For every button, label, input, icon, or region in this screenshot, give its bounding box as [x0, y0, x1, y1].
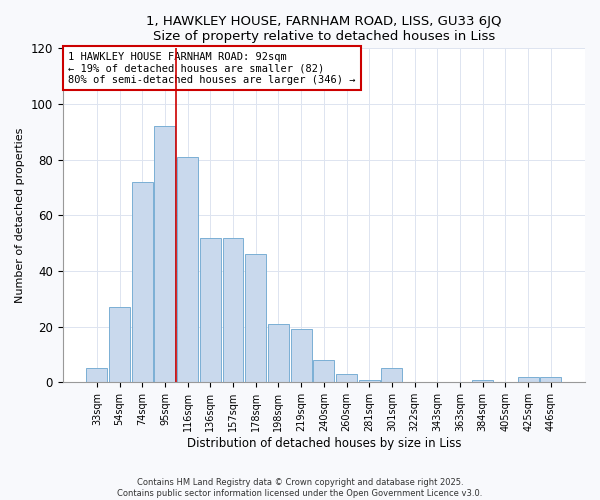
- Bar: [518, 377, 539, 382]
- Bar: [200, 238, 221, 382]
- X-axis label: Distribution of detached houses by size in Liss: Distribution of detached houses by size …: [187, 437, 461, 450]
- Text: 1 HAWKLEY HOUSE FARNHAM ROAD: 92sqm
← 19% of detached houses are smaller (82)
80: 1 HAWKLEY HOUSE FARNHAM ROAD: 92sqm ← 19…: [68, 52, 355, 85]
- Bar: [472, 380, 493, 382]
- Bar: [359, 380, 380, 382]
- Bar: [336, 374, 357, 382]
- Bar: [86, 368, 107, 382]
- Bar: [245, 254, 266, 382]
- Bar: [223, 238, 244, 382]
- Bar: [132, 182, 152, 382]
- Y-axis label: Number of detached properties: Number of detached properties: [15, 128, 25, 303]
- Bar: [154, 126, 175, 382]
- Bar: [313, 360, 334, 382]
- Bar: [109, 307, 130, 382]
- Bar: [290, 330, 311, 382]
- Bar: [177, 157, 198, 382]
- Text: Contains HM Land Registry data © Crown copyright and database right 2025.
Contai: Contains HM Land Registry data © Crown c…: [118, 478, 482, 498]
- Bar: [382, 368, 403, 382]
- Title: 1, HAWKLEY HOUSE, FARNHAM ROAD, LISS, GU33 6JQ
Size of property relative to deta: 1, HAWKLEY HOUSE, FARNHAM ROAD, LISS, GU…: [146, 15, 502, 43]
- Bar: [541, 377, 561, 382]
- Bar: [268, 324, 289, 382]
